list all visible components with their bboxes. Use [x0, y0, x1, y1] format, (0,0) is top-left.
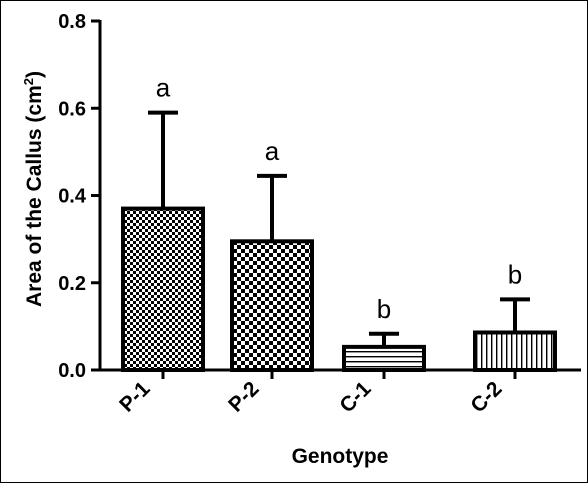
- x-axis-ticks: P-1 P-2 C-1 C-2: [115, 370, 517, 417]
- y-axis-label: Area of the Callus (cm2): [21, 71, 46, 307]
- bar-p-2: [230, 239, 314, 372]
- y-axis-ticks: 0.0 0.2 0.4 0.6 0.8: [58, 11, 100, 382]
- x-axis-label: Genotype: [292, 445, 389, 468]
- bar-c-1: [342, 344, 426, 373]
- y-tick-label: 0.0: [58, 360, 86, 382]
- significance-letter: b: [377, 294, 391, 324]
- significance-letter: a: [156, 73, 171, 103]
- bar-p-1: [121, 206, 205, 372]
- y-tick-label: 0.4: [58, 186, 87, 208]
- y-tick-label: 0.8: [58, 11, 86, 33]
- x-tick-label: C-2: [466, 377, 506, 417]
- x-tick-label: P-1: [115, 377, 155, 417]
- bar-c-2: [473, 330, 557, 373]
- y-tick-label: 0.2: [58, 273, 86, 295]
- x-tick-label: C-1: [335, 377, 375, 417]
- x-tick-label: P-2: [224, 377, 263, 416]
- significance-letter: b: [508, 259, 522, 289]
- significance-letter: a: [265, 136, 280, 166]
- bars-group: a a b b: [121, 73, 557, 373]
- y-tick-label: 0.6: [58, 98, 86, 120]
